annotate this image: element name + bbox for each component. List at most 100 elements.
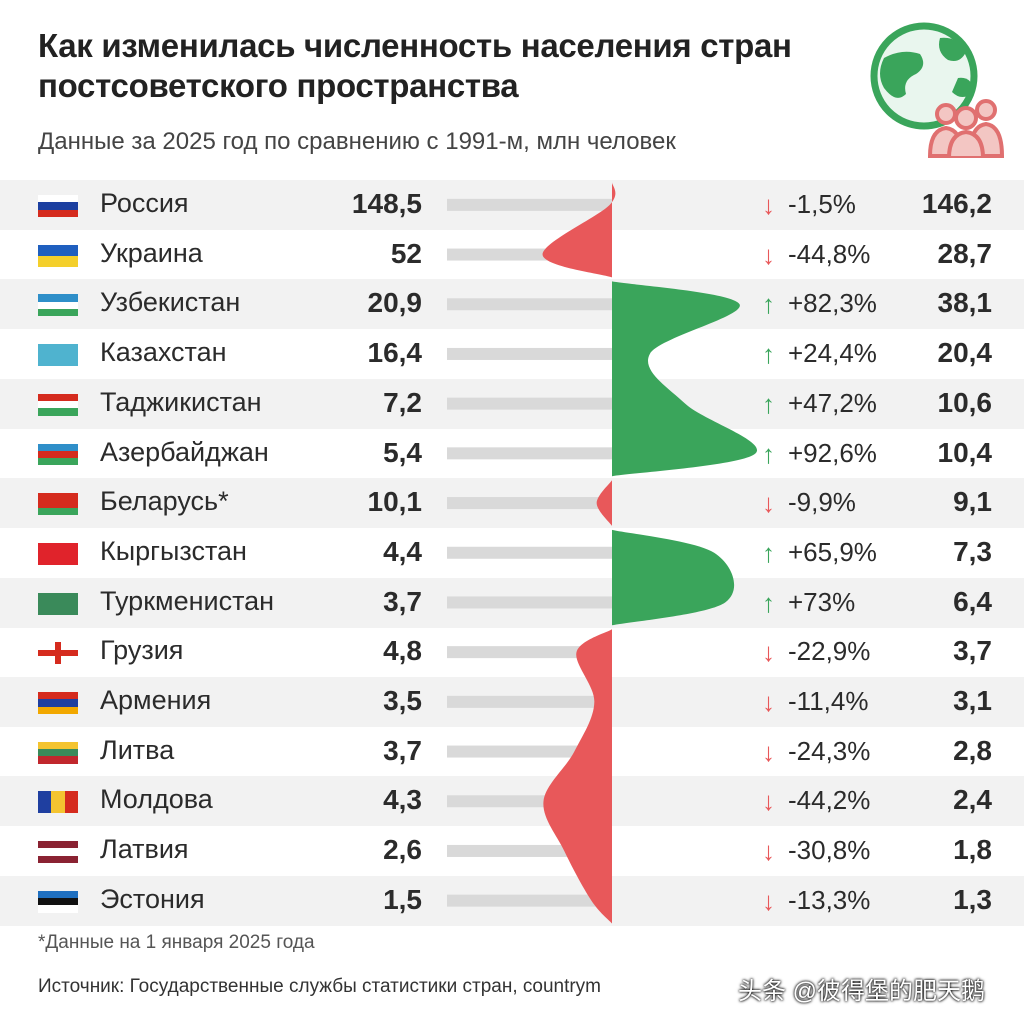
flag-icon [38, 443, 78, 466]
value-2025: 3,1 [953, 685, 992, 716]
value-2025: 28,7 [937, 237, 993, 269]
source-note: Источник: Государственные службы статист… [38, 976, 602, 997]
change-percent: -22,9% [788, 636, 871, 667]
up-arrow-icon: ↑ [762, 438, 775, 469]
change-percent: +65,9% [788, 536, 877, 567]
flag-icon [38, 344, 78, 367]
country-name: Украина [100, 237, 203, 268]
value-2025: 6,4 [953, 585, 992, 617]
flag-icon [38, 692, 78, 714]
page-title: Как изменилась численность населения стр… [38, 27, 792, 104]
up-arrow-icon: ↑ [762, 289, 775, 320]
value-2025: 1,3 [953, 883, 992, 915]
table-row: Латвия 2,6 ↓ -30,8% 1,8 [0, 826, 1024, 876]
table-row: Эстония 1,5 ↓ -13,3% 1,3 [0, 875, 1024, 926]
table-row: Молдова 4,3 ↓ -44,2% 2,4 [0, 776, 1024, 827]
value-1991: 4,8 [383, 635, 422, 667]
flag-icon [38, 791, 78, 814]
flag-icon [38, 542, 78, 565]
table-row: Россия 148,5 ↓ -1,5% 146,2 [0, 180, 1024, 230]
country-name: Кыргызстан [100, 535, 247, 566]
down-arrow-icon: ↓ [762, 885, 775, 916]
table-row: Грузия 4,8 ↓ -22,9% 3,7 [0, 627, 1024, 677]
flag-icon [38, 195, 78, 217]
country-name: Туркменистан [100, 585, 275, 616]
flag-icon [38, 841, 78, 864]
change-percent: -44,8% [788, 238, 871, 269]
country-name: Латвия [100, 834, 189, 865]
flag-icon [38, 741, 78, 764]
value-2025: 2,4 [953, 784, 992, 816]
flag-icon [38, 244, 78, 267]
country-name: Беларусь* [100, 486, 229, 517]
change-percent: -9,9% [788, 487, 856, 518]
globe-people-icon [870, 22, 1005, 158]
table-row: Азербайджан 5,4 ↑ +92,6% 10,4 [0, 429, 1024, 479]
country-name: Армения [100, 685, 212, 715]
table-row: Литва 3,7 ↓ -24,3% 2,8 [0, 727, 1024, 777]
up-arrow-icon: ↑ [762, 537, 775, 568]
change-percent: +92,6% [788, 437, 877, 468]
value-1991: 148,5 [351, 188, 422, 219]
down-arrow-icon: ↓ [762, 836, 775, 867]
table-row: Украина 52 ↓ -44,8% 28,7 [0, 230, 1024, 280]
value-1991: 10,1 [367, 486, 423, 518]
value-2025: 10,4 [937, 436, 993, 468]
change-percent: +47,2% [788, 387, 877, 418]
value-2025: 7,3 [953, 535, 992, 567]
table-row: Кыргызстан 4,4 ↑ +65,9% 7,3 [0, 528, 1024, 578]
flag-icon [38, 890, 78, 913]
value-1991: 20,9 [367, 287, 423, 319]
up-arrow-icon: ↑ [762, 587, 775, 618]
value-1991: 3,7 [383, 585, 422, 617]
table-row: Таджикистан 7,2 ↑ +47,2% 10,6 [0, 378, 1024, 429]
value-2025: 38,1 [937, 287, 993, 319]
country-name: Грузия [100, 635, 184, 666]
value-1991: 2,6 [383, 834, 422, 866]
change-percent: -13,3% [788, 884, 871, 915]
value-1991: 3,5 [383, 685, 422, 716]
change-percent: +24,4% [788, 338, 877, 369]
footnote: *Данные на 1 января 2025 года [38, 932, 315, 953]
subtitle: Данные за 2025 год по сравнению с 1991-м… [38, 128, 676, 155]
table-row: Армения 3,5 ↓ -11,4% 3,1 [0, 677, 1024, 727]
value-1991: 7,2 [383, 386, 422, 418]
change-percent: -1,5% [788, 189, 856, 219]
table-row: Казахстан 16,4 ↑ +24,4% 20,4 [0, 329, 1024, 379]
value-2025: 146,2 [921, 188, 992, 219]
flag-icon [38, 642, 78, 665]
down-arrow-icon: ↓ [762, 488, 775, 519]
country-name: Эстония [100, 883, 205, 914]
down-arrow-icon: ↓ [762, 736, 775, 767]
value-1991: 4,4 [383, 535, 422, 567]
table-row: Беларусь* 10,1 ↓ -9,9% 9,1 [0, 478, 1024, 529]
value-1991: 5,4 [383, 436, 422, 468]
value-2025: 9,1 [953, 486, 992, 518]
value-1991: 1,5 [383, 883, 422, 915]
down-arrow-icon: ↓ [762, 786, 775, 817]
down-arrow-icon: ↓ [762, 190, 775, 220]
country-name: Таджикистан [100, 386, 262, 417]
country-name: Литва [100, 734, 175, 765]
change-percent: -24,3% [788, 735, 871, 766]
up-arrow-icon: ↑ [762, 339, 775, 370]
up-arrow-icon: ↑ [762, 388, 775, 419]
table-row: Туркменистан 3,7 ↑ +73% 6,4 [0, 577, 1024, 628]
value-1991: 4,3 [383, 784, 422, 816]
country-name: Молдова [100, 784, 213, 815]
country-name: Азербайджан [100, 436, 269, 467]
value-2025: 10,6 [937, 386, 993, 418]
country-name: Казахстан [100, 337, 227, 368]
change-percent: +73% [788, 586, 856, 617]
change-percent: -30,8% [788, 835, 871, 866]
down-arrow-icon: ↓ [762, 637, 775, 668]
value-1991: 3,7 [383, 734, 422, 766]
flag-icon [38, 393, 78, 416]
value-1991: 16,4 [367, 337, 423, 369]
table-row: Узбекистан 20,9 ↑ +82,3% 38,1 [0, 279, 1024, 330]
change-percent: +82,3% [788, 288, 877, 319]
value-1991: 52 [390, 237, 422, 269]
change-percent: -44,2% [788, 785, 871, 816]
value-2025: 1,8 [953, 834, 992, 866]
value-2025: 20,4 [937, 337, 993, 369]
